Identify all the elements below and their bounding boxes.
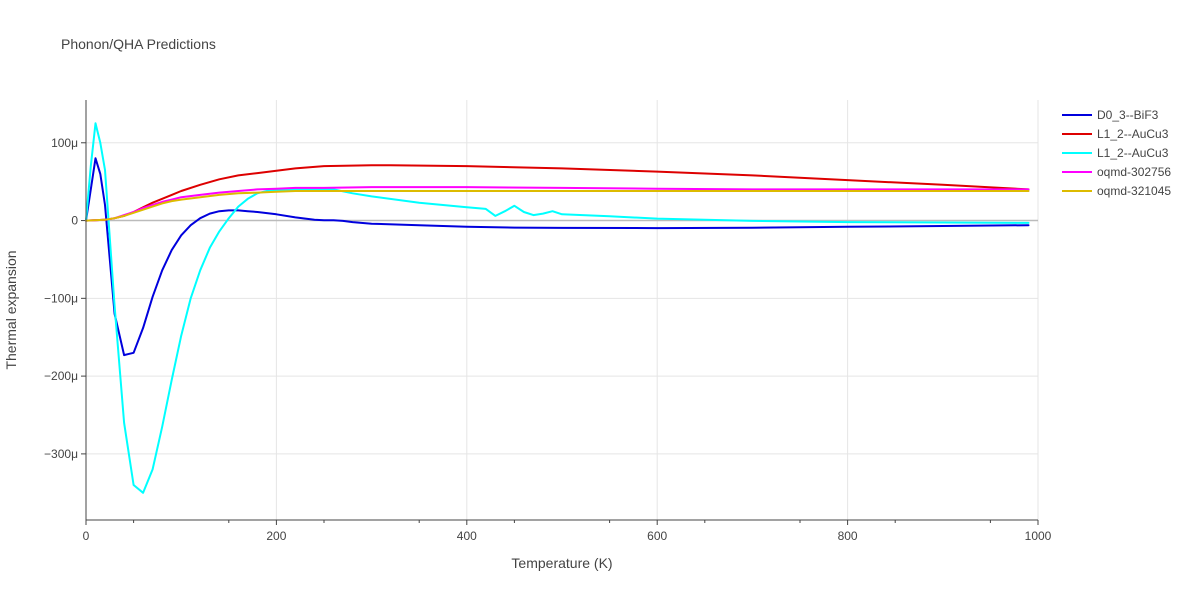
y-tick-label: −300μ	[44, 447, 78, 461]
axes	[85, 100, 1038, 521]
x-tick-label: 0	[83, 529, 90, 543]
y-tick-label: 0	[71, 214, 78, 228]
legend-item[interactable]: D0_3--BiF3	[1062, 108, 1159, 122]
legend-item[interactable]: oqmd-321045	[1062, 184, 1171, 198]
x-axis-title: Temperature (K)	[511, 555, 612, 571]
legend-label: L1_2--AuCu3	[1097, 146, 1169, 160]
legend: D0_3--BiF3 L1_2--AuCu3 L1_2--AuCu3 oqmd-302…	[1062, 108, 1171, 198]
x-tick-label: 1000	[1025, 529, 1052, 543]
legend-item[interactable]: L1_2--AuCu3	[1062, 127, 1169, 141]
legend-label: L1_2--AuCu3	[1097, 127, 1169, 141]
chart-title: Phonon/QHA Predictions	[61, 36, 216, 52]
x-axis-ticks: 0 200 400 600 800 1000	[83, 520, 1052, 543]
x-tick-label: 200	[266, 529, 286, 543]
legend-label: D0_3--BiF3	[1097, 108, 1159, 122]
legend-label: oqmd-321045	[1097, 184, 1171, 198]
series-lines	[85, 122, 1030, 494]
series-line-4[interactable]	[85, 190, 1030, 222]
y-axis-title: Thermal expansion	[3, 250, 19, 369]
series-line-0[interactable]	[85, 157, 1030, 357]
legend-item[interactable]: L1_2--AuCu3	[1062, 146, 1169, 160]
x-tick-label: 400	[457, 529, 477, 543]
series-line-3[interactable]	[85, 186, 1030, 222]
series-line-2[interactable]	[85, 122, 1030, 494]
y-tick-label: −100μ	[44, 291, 78, 305]
legend-label: oqmd-302756	[1097, 165, 1171, 179]
x-tick-label: 600	[647, 529, 667, 543]
grid-lines	[86, 100, 1039, 520]
y-tick-label: −200μ	[44, 369, 78, 383]
x-tick-label: 800	[838, 529, 858, 543]
y-tick-label: 100μ	[51, 136, 78, 150]
y-axis-ticks: 100μ 0 −100μ −200μ −300μ	[44, 136, 86, 461]
legend-item[interactable]: oqmd-302756	[1062, 165, 1171, 179]
